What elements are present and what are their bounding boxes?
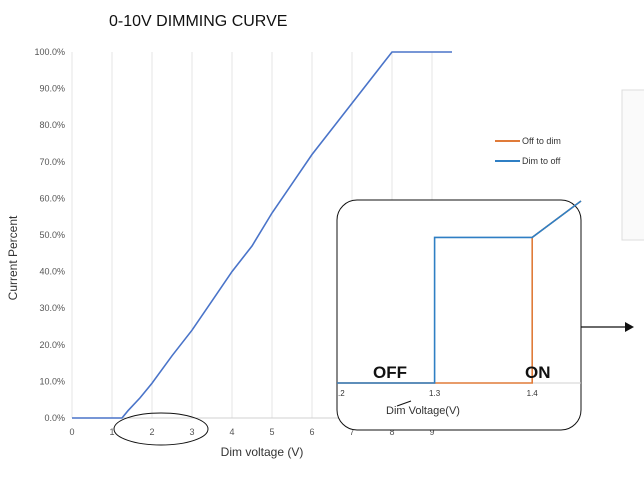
x-tick-label-8: 8	[389, 427, 394, 437]
x-tick-label-7: 7	[349, 427, 354, 437]
inset-label-on: ON	[525, 363, 551, 382]
y-tick-label-2: 20.0%	[39, 340, 65, 350]
x-tick-label-9: 9	[429, 427, 434, 437]
y-tick-label-4: 40.0%	[39, 267, 65, 277]
y-tick-label-8: 80.0%	[39, 120, 65, 130]
inset-x-axis-title: Dim Voltage(V)	[386, 405, 460, 417]
series-line-current-percent	[72, 51, 452, 419]
y-tick-label-7: 70.0%	[39, 157, 65, 167]
inset-x-tick-labels: .2 1.3 1.4	[338, 389, 538, 398]
x-tick-labels: 0 1 2 3 4 5 6 7 8 9	[69, 427, 434, 437]
y-tick-label-5: 50.0%	[39, 230, 65, 240]
chart-title: 0-10V DIMMING CURVE	[109, 13, 287, 30]
inset-x-tick-label-2: 1.4	[527, 389, 539, 398]
inset-x-tick-label-1: 1.3	[429, 389, 441, 398]
inset-pointer-tick	[396, 400, 412, 407]
x-tick-label-4: 4	[229, 427, 234, 437]
y-tick-label-9: 90.0%	[39, 84, 65, 94]
y-tick-label-0: 0.0%	[44, 413, 65, 423]
x-axis-title: Dim voltage (V)	[221, 445, 304, 459]
inset-zoom-box	[336, 199, 582, 431]
y-tick-label-6: 60.0%	[39, 193, 65, 203]
inset-label-off: OFF	[373, 363, 407, 382]
legend: Off to dim Dim to off	[495, 136, 561, 166]
y-tick-label-3: 30.0%	[39, 303, 65, 313]
legend-label-off-to-dim: Off to dim	[522, 136, 561, 146]
inset-arrow-head	[625, 322, 634, 332]
x-tick-label-5: 5	[269, 427, 274, 437]
transition-callout-ellipse	[113, 412, 209, 446]
background-panel	[621, 89, 644, 241]
y-tick-label-1: 10.0%	[39, 376, 65, 386]
x-tick-label-1: 1	[109, 427, 114, 437]
y-tick-label-10: 100.0%	[34, 47, 65, 57]
y-tick-labels: 0.0% 10.0% 20.0% 30.0% 40.0% 50.0% 60.0% 70.0% 8…	[34, 47, 65, 423]
inset-series-dim-to-off	[337, 200, 582, 384]
x-tick-label-2: 2	[149, 427, 154, 437]
inset-x-tick-label-0: .2	[338, 389, 345, 398]
x-tick-label-3: 3	[189, 427, 194, 437]
y-axis-title: Current Percent	[6, 215, 20, 300]
x-tick-label-0: 0	[69, 427, 74, 437]
legend-label-dim-to-off: Dim to off	[522, 156, 561, 166]
x-tick-label-6: 6	[309, 427, 314, 437]
